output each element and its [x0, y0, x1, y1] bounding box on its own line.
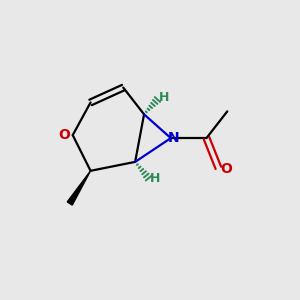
Text: N: N	[168, 130, 180, 145]
Text: H: H	[159, 92, 169, 104]
Text: H: H	[150, 172, 160, 185]
Text: O: O	[221, 162, 232, 176]
Text: O: O	[58, 128, 70, 142]
Polygon shape	[67, 171, 91, 205]
